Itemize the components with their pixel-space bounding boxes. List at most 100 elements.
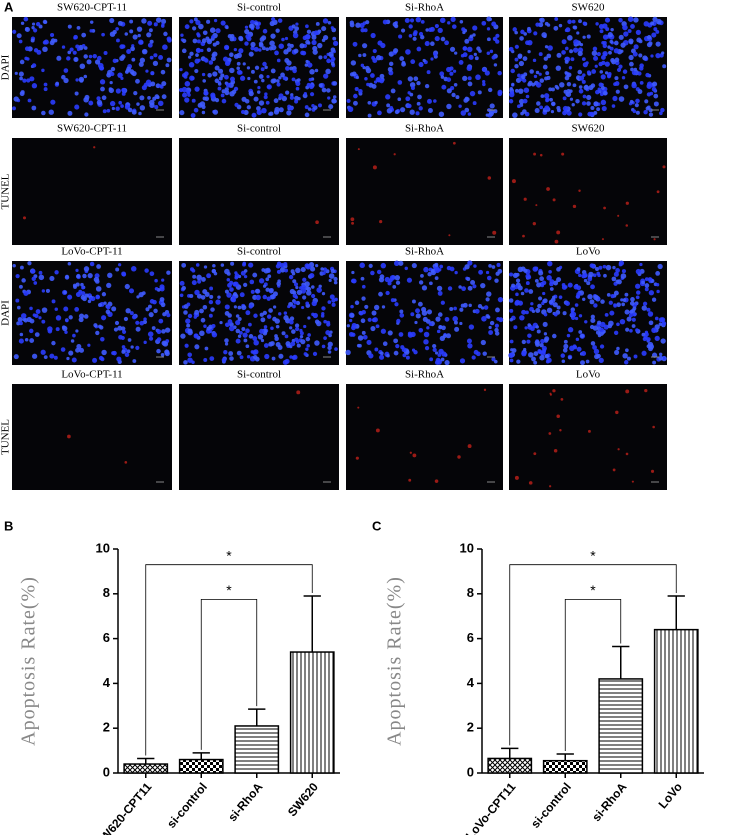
cell-dot (395, 280, 401, 285)
cell-dot (23, 317, 29, 323)
cell-dot (226, 277, 231, 282)
cell-dot (192, 274, 197, 279)
cell-dot (187, 352, 193, 358)
cell-dot (101, 292, 107, 297)
cell-dot (662, 64, 667, 69)
cell-dot (181, 73, 187, 78)
image-title: SW620-CPT-11 (57, 123, 127, 135)
cell-dot (385, 290, 390, 296)
cell-dot (210, 307, 215, 312)
significance-label: * (226, 582, 232, 598)
cell-dot (444, 359, 450, 366)
cell-dot (616, 302, 621, 308)
cell-dot (651, 297, 657, 302)
cell-dot (539, 343, 544, 348)
cell-dot (326, 88, 331, 93)
cell-dot (467, 444, 472, 449)
cell-dot (124, 283, 130, 290)
cell-dot (473, 349, 479, 355)
micrograph (346, 384, 503, 490)
cell-dot (390, 88, 396, 94)
cell-dot (29, 338, 35, 343)
cell-dot (87, 273, 93, 279)
cell-dot (576, 346, 582, 352)
cell-dot (422, 58, 426, 63)
cell-dot (76, 273, 81, 279)
cell-dot (249, 279, 255, 285)
cell-dot (72, 333, 76, 338)
cell-dot (353, 100, 358, 106)
cell-dot (635, 29, 641, 36)
cell-dot (203, 90, 209, 96)
cell-dot (492, 230, 497, 235)
cell-dot (161, 329, 166, 334)
cell-dot (382, 19, 388, 25)
cell-dot (418, 31, 424, 37)
cell-dot (154, 278, 158, 283)
cell-dot (308, 83, 314, 90)
cell-dot (543, 332, 548, 336)
cell-dot (12, 29, 17, 34)
cell-dot (458, 104, 462, 108)
cell-dot (135, 326, 141, 332)
cell-dot (200, 48, 204, 53)
cell-dot (534, 278, 539, 283)
cell-dot (595, 267, 599, 272)
cell-dot (449, 66, 454, 71)
cell-dot (117, 325, 123, 331)
cell-dot (567, 327, 574, 333)
cell-dot (18, 338, 24, 344)
cell-dot (246, 105, 251, 110)
cell-dot (291, 355, 297, 360)
cell-dot (212, 71, 218, 77)
cell-dot (421, 285, 428, 291)
cell-dot (41, 289, 46, 293)
cell-dot (227, 33, 233, 39)
cell-dot (295, 326, 300, 332)
cell-dot (393, 338, 399, 344)
cell-dot (606, 293, 611, 297)
cell-dot (124, 32, 129, 36)
cell-dot (380, 262, 387, 269)
cell-dot (360, 63, 365, 68)
cell-dot (593, 55, 599, 61)
cell-dot (399, 56, 405, 61)
cell-dot (549, 281, 554, 287)
cell-dot (66, 356, 70, 361)
cell-dot (235, 328, 241, 334)
cell-dot (509, 358, 514, 363)
cell-dot (257, 86, 261, 90)
cell-dot (474, 308, 480, 314)
cell-dot (387, 281, 392, 286)
cell-dot (256, 109, 262, 116)
cell-dot (554, 239, 559, 244)
cell-dot (659, 317, 666, 323)
panel-letter: C (372, 518, 382, 533)
cell-dot (191, 280, 197, 286)
cell-dot (603, 273, 607, 278)
cell-dot (42, 46, 48, 53)
cell-dot (315, 264, 319, 268)
cell-dot (285, 66, 290, 71)
cell-dot (393, 48, 399, 54)
cell-dot (615, 89, 620, 94)
cell-dot (654, 316, 659, 321)
cell-dot (15, 274, 20, 279)
cell-dot (23, 16, 29, 22)
cell-dot (648, 320, 654, 326)
cell-dot (435, 316, 441, 322)
cell-dot (84, 112, 89, 117)
cell-dot (416, 101, 421, 106)
cell-dot (109, 31, 116, 37)
bar (487, 757, 533, 774)
cell-dot (305, 24, 309, 29)
cell-dot (180, 333, 186, 339)
cell-dot (602, 43, 608, 49)
cell-dot (644, 287, 649, 292)
cell-dot (656, 289, 660, 294)
cell-dot (237, 334, 242, 338)
cell-dot (118, 100, 123, 105)
cell-dot (13, 96, 19, 102)
cell-dot (209, 356, 215, 361)
cell-dot (495, 307, 500, 313)
